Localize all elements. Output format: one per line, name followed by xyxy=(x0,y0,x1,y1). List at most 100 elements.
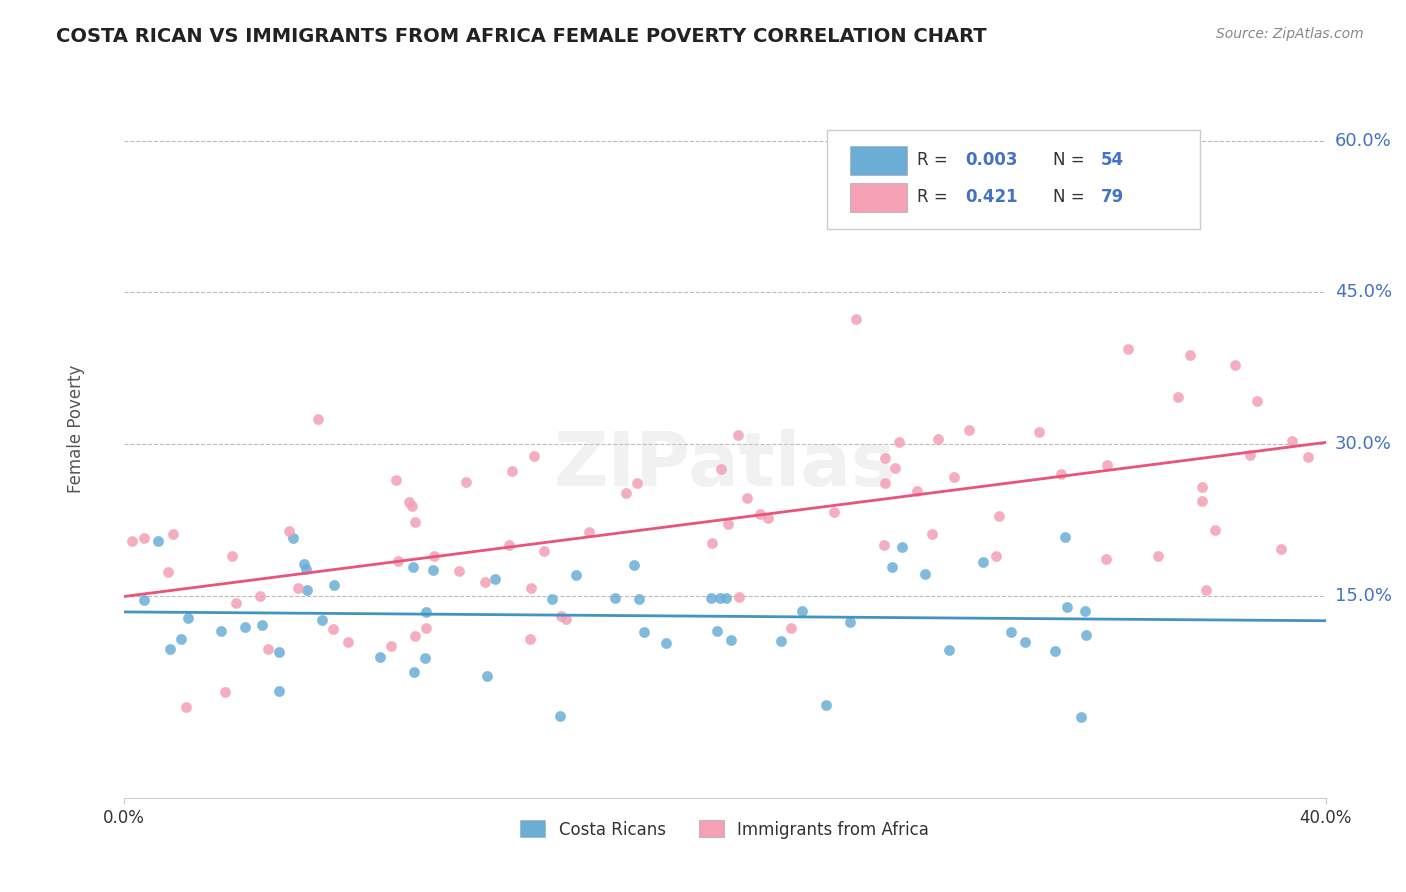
Point xyxy=(1195,582,1218,597)
Point xyxy=(938,643,960,657)
Point xyxy=(1147,549,1170,563)
Point xyxy=(415,621,437,635)
Point xyxy=(162,527,184,541)
Point xyxy=(1000,625,1022,640)
Point xyxy=(225,596,247,610)
Text: 0.003: 0.003 xyxy=(965,151,1018,169)
Point xyxy=(323,578,346,592)
Point xyxy=(814,698,837,712)
Point xyxy=(295,582,318,597)
Point xyxy=(838,615,860,629)
Point xyxy=(209,624,232,639)
Point xyxy=(214,684,236,698)
Text: 45.0%: 45.0% xyxy=(1334,284,1392,301)
Point xyxy=(614,486,637,500)
Point xyxy=(1053,530,1076,544)
Point xyxy=(709,591,731,606)
FancyBboxPatch shape xyxy=(849,183,907,211)
Point xyxy=(501,464,523,478)
Point xyxy=(498,538,520,552)
Legend: Costa Ricans, Immigrants from Africa: Costa Ricans, Immigrants from Africa xyxy=(513,814,936,846)
Point xyxy=(1074,604,1097,618)
Point xyxy=(250,618,273,632)
Point xyxy=(233,620,256,634)
Point xyxy=(1056,600,1078,615)
FancyBboxPatch shape xyxy=(849,146,907,175)
Point xyxy=(728,590,751,604)
Point xyxy=(780,621,803,635)
Point xyxy=(415,651,437,665)
Point xyxy=(943,470,966,484)
Point xyxy=(792,604,814,618)
Point xyxy=(717,516,740,531)
Point xyxy=(422,563,444,577)
Point xyxy=(884,461,907,475)
Point xyxy=(447,564,470,578)
Point xyxy=(533,544,555,558)
Text: 15.0%: 15.0% xyxy=(1334,587,1392,605)
Point xyxy=(823,505,845,519)
Point xyxy=(311,613,333,627)
Point xyxy=(249,589,271,603)
Point xyxy=(623,558,645,573)
Point xyxy=(404,628,426,642)
Point xyxy=(404,516,426,530)
Text: ZIPatlas: ZIPatlas xyxy=(554,429,896,502)
Point xyxy=(554,612,576,626)
Point xyxy=(1246,394,1268,409)
Point xyxy=(121,533,143,548)
Text: 60.0%: 60.0% xyxy=(1334,131,1392,150)
Point xyxy=(292,557,315,571)
Text: N =: N = xyxy=(1053,151,1090,169)
Point xyxy=(423,549,446,563)
Point xyxy=(1225,358,1247,372)
Point xyxy=(628,592,651,607)
Point xyxy=(927,432,949,446)
Point xyxy=(541,592,564,607)
FancyBboxPatch shape xyxy=(827,129,1199,229)
Text: R =: R = xyxy=(917,188,953,206)
Point xyxy=(474,574,496,589)
Point xyxy=(385,473,408,487)
Text: R =: R = xyxy=(917,151,953,169)
Point xyxy=(1204,523,1226,537)
Point xyxy=(281,531,304,545)
Point xyxy=(550,608,572,623)
Point xyxy=(769,634,792,648)
Text: 0.421: 0.421 xyxy=(965,188,1018,206)
Point xyxy=(519,632,541,646)
Point xyxy=(278,524,301,538)
Point xyxy=(132,531,155,545)
Point xyxy=(1074,628,1097,642)
Point xyxy=(294,562,316,576)
Point xyxy=(370,649,392,664)
Point xyxy=(882,559,904,574)
Point xyxy=(401,559,423,574)
Point xyxy=(1070,710,1092,724)
Point xyxy=(578,525,600,540)
Point xyxy=(267,683,290,698)
Point xyxy=(1178,348,1201,362)
Text: Source: ZipAtlas.com: Source: ZipAtlas.com xyxy=(1216,27,1364,41)
Point xyxy=(716,591,738,605)
Point xyxy=(626,476,648,491)
Point xyxy=(1095,458,1118,472)
Point xyxy=(655,635,678,649)
Text: 54: 54 xyxy=(1101,151,1123,169)
Point xyxy=(287,582,309,596)
Point xyxy=(700,591,723,605)
Point xyxy=(706,624,728,638)
Point xyxy=(633,624,655,639)
Point xyxy=(1045,644,1067,658)
Point xyxy=(986,549,1008,563)
Point xyxy=(257,641,280,656)
Point xyxy=(921,526,943,541)
Point xyxy=(845,311,868,326)
Point xyxy=(520,581,543,595)
Point xyxy=(221,549,243,563)
Point xyxy=(1014,635,1036,649)
Point xyxy=(484,572,506,586)
Point xyxy=(267,645,290,659)
Text: Female Poverty: Female Poverty xyxy=(66,365,84,493)
Point xyxy=(889,435,911,450)
